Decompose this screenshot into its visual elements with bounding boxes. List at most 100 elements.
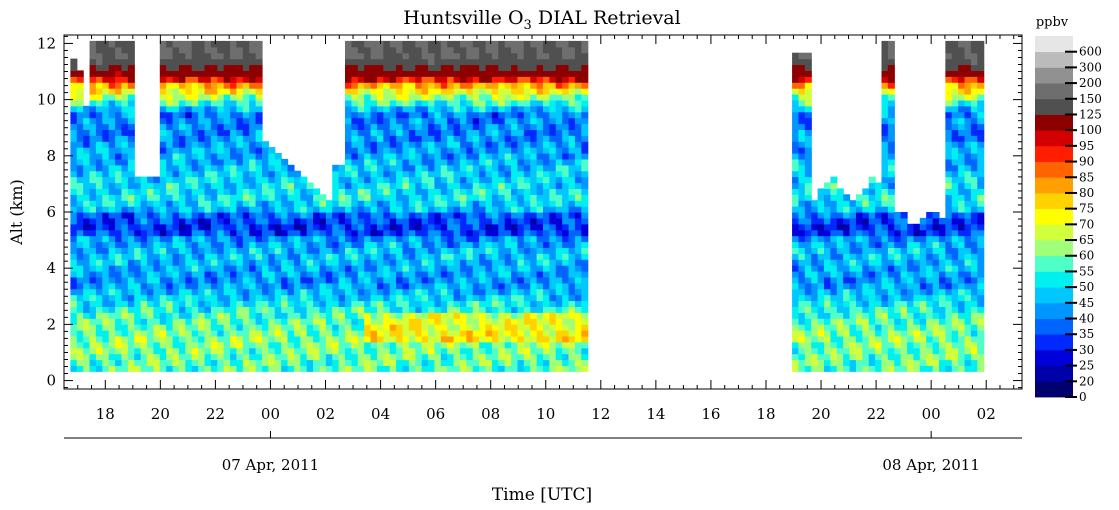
curtain-cell (364, 129, 372, 136)
curtain-cell (159, 335, 167, 343)
curtain-cell (89, 117, 97, 125)
curtain-cell (511, 212, 519, 219)
curtain-cell (210, 217, 218, 225)
curtain-cell (217, 324, 225, 331)
curtain-cell (364, 64, 372, 71)
curtain-cell (511, 330, 519, 337)
curtain-cell (894, 235, 902, 243)
curtain-cell (159, 129, 167, 136)
curtain-cell (913, 229, 921, 237)
curtain-cell (543, 217, 550, 225)
curtain-cell (306, 235, 314, 243)
curtain-cell (102, 353, 110, 361)
curtain-cell (325, 223, 333, 231)
curtain-cell (95, 117, 103, 125)
curtain-cell (511, 265, 519, 272)
curtain-cell (562, 241, 570, 248)
curtain-cell (345, 147, 352, 154)
curtain-cell (491, 135, 499, 142)
curtain-cell (223, 46, 231, 54)
curtain-cell (472, 330, 480, 337)
curtain-cell (351, 188, 359, 195)
curtain-cell (523, 111, 531, 119)
curtain-cell (172, 365, 180, 372)
curtain-cell (434, 223, 442, 231)
curtain-cell (543, 288, 550, 296)
curtain-cell (498, 253, 506, 260)
curtain-cell (389, 111, 397, 119)
curtain-cell (568, 206, 576, 213)
curtain-cell (230, 147, 238, 154)
curtain-cell (792, 212, 800, 219)
curtain-cell (498, 241, 506, 248)
curtain-cell (491, 265, 499, 272)
curtain-cell (798, 223, 806, 231)
curtain-cell (242, 223, 250, 231)
curtain-cell (147, 318, 155, 325)
curtain-cell (370, 223, 378, 231)
curtain-cell (198, 64, 206, 71)
curtain-cell (562, 330, 570, 337)
curtain-cell (351, 271, 359, 278)
curtain-cell (76, 76, 84, 83)
curtain-cell (166, 353, 174, 361)
curtain-cell (804, 312, 812, 319)
curtain-cell (95, 223, 103, 231)
curtain-cell (198, 259, 206, 266)
curtain-cell (313, 341, 321, 349)
curtain-cell (485, 265, 493, 272)
curtain-cell (102, 212, 110, 219)
curtain-cell (881, 99, 889, 107)
curtain-cell (357, 330, 365, 337)
curtain-cell (817, 253, 825, 260)
curtain-cell (261, 271, 269, 278)
curtain-cell (191, 194, 199, 201)
curtain-cell (223, 253, 231, 260)
curtain-cell (408, 64, 416, 71)
curtain-cell (811, 306, 819, 313)
curtain-cell (402, 312, 410, 319)
curtain-cell (159, 217, 167, 225)
curtain-cell (383, 229, 391, 237)
curtain-cell (351, 318, 359, 325)
curtain-cell (926, 271, 934, 278)
curtain-cell (223, 147, 231, 154)
curtain-cell (868, 217, 876, 225)
curtain-cell (178, 141, 186, 148)
curtain-cell (198, 229, 206, 237)
curtain-cell (172, 212, 180, 219)
curtain-cell (485, 324, 493, 331)
curtain-cell (281, 276, 289, 284)
curtain-cell (421, 217, 429, 225)
curtain-cell (389, 153, 397, 160)
curtain-cell (504, 247, 512, 254)
curtain-cell (408, 40, 416, 48)
curtain-cell (89, 353, 97, 361)
curtain-cell (396, 212, 404, 219)
curtain-cell (555, 365, 563, 372)
curtain-cell (836, 265, 844, 272)
curtain-cell (383, 153, 391, 160)
curtain-cell (396, 229, 404, 237)
curtain-cell (191, 82, 199, 89)
curtain-cell (894, 300, 902, 307)
curtain-cell (926, 347, 934, 355)
curtain-cell (792, 194, 800, 201)
curtain-cell (504, 335, 512, 343)
curtain-cell (95, 312, 103, 319)
curtain-cell (332, 194, 340, 201)
curtain-cell (549, 265, 557, 272)
curtain-cell (210, 276, 218, 284)
curtain-cell (351, 223, 359, 231)
curtain-cell (115, 217, 123, 225)
curtain-cell (568, 318, 576, 325)
curtain-cell (191, 247, 199, 254)
curtain-cell (396, 223, 404, 231)
curtain-cell (498, 282, 506, 290)
curtain-cell (268, 306, 276, 313)
curtain-cell (134, 318, 142, 325)
curtain-cell (472, 265, 480, 272)
curtain-cell (313, 347, 321, 355)
curtain-cell (108, 253, 116, 260)
curtain-cell (517, 164, 525, 172)
